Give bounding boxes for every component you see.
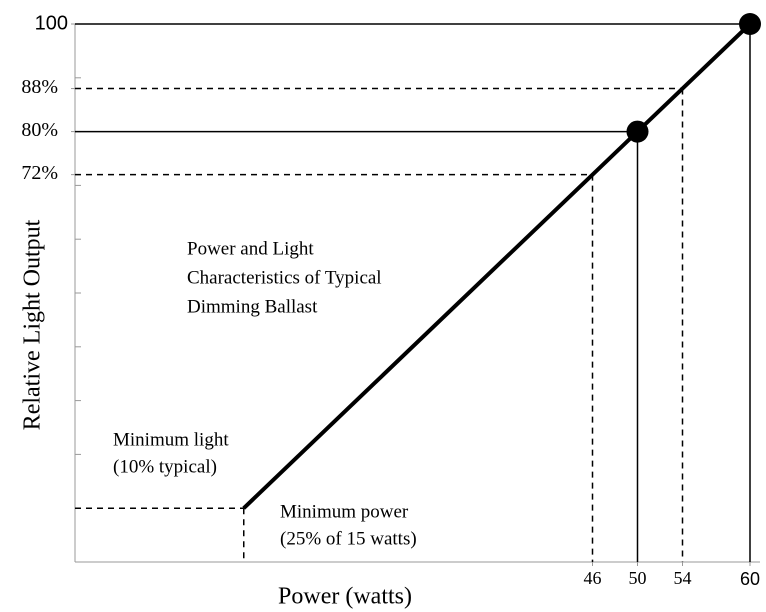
x-tick-label: 60	[740, 569, 760, 589]
annotation-title: Power and Light	[187, 238, 314, 259]
annotation: Minimum power	[280, 501, 409, 522]
y-tick-label: 72%	[21, 162, 58, 184]
point-marker	[626, 120, 649, 143]
y-tick-label: 88%	[21, 76, 58, 98]
annotation: (10% typical)	[113, 456, 217, 477]
x-axis-label: Power (watts)	[278, 584, 412, 610]
annotation: Minimum light	[113, 429, 229, 450]
y-axis-label: Relative Light Output	[20, 219, 46, 430]
y-tick-label: 100	[35, 12, 68, 34]
x-tick-label: 50	[629, 568, 647, 588]
annotation: (25% of 15 watts)	[280, 528, 417, 549]
x-tick-label: 54	[674, 568, 692, 588]
annotation-title: Dimming Ballast	[187, 296, 318, 317]
data-line	[242, 22, 752, 510]
annotation-title: Characteristics of Typical	[187, 267, 382, 288]
x-tick-label: 46	[584, 568, 602, 588]
y-tick-label: 80%	[21, 119, 58, 141]
point-marker	[739, 13, 761, 35]
